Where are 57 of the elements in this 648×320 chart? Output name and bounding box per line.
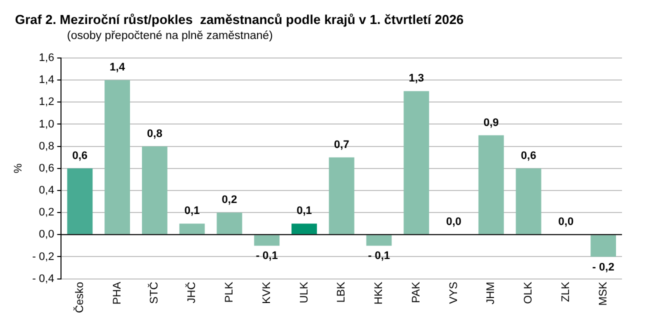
data-label: 0,0 (558, 216, 574, 228)
y-tick-label: 1,4 (38, 74, 54, 86)
x-tick-label: LBK (336, 281, 348, 303)
x-tick-label: HKK (373, 281, 386, 304)
y-tick-label: 1,6 (38, 52, 54, 64)
x-tick-label: VYS (448, 282, 460, 304)
x-tick-label: OLK (522, 281, 535, 304)
y-tick-label: 1,2 (38, 96, 54, 108)
bar (216, 212, 242, 234)
x-tick-label: Česko (72, 282, 86, 314)
y-tick-label: 1,0 (38, 118, 54, 130)
x-tick-label: STČ (148, 282, 161, 304)
y-tick-label: 0,6 (38, 162, 54, 174)
data-label: 0,2 (222, 194, 238, 206)
data-label: 0,1 (184, 205, 200, 218)
bar (142, 146, 168, 234)
x-tick-label: PLK (223, 281, 236, 303)
bar (516, 168, 542, 234)
x-tick-label: PAK (410, 281, 422, 304)
data-label: 1,3 (408, 72, 424, 85)
data-label: 0,6 (520, 150, 536, 162)
bar (67, 168, 93, 234)
data-label: 0,6 (72, 150, 88, 162)
chart-title: Graf 2. Meziroční růst/pokles zaměstnanců podle krajů v 1. čtvrtletí 2026 (15, 12, 464, 27)
data-label: 0,0 (446, 216, 462, 228)
bar (292, 224, 317, 234)
data-label: - 0,1 (368, 250, 390, 262)
x-tick-label: ZLK (560, 281, 572, 302)
x-tick-label: KVK (260, 281, 273, 304)
data-label: 1,4 (110, 62, 126, 74)
data-label: - 0,2 (592, 261, 614, 274)
data-label: - 0,1 (256, 250, 278, 262)
y-tick-label: 0,0 (38, 228, 54, 241)
y-tick-label: 0,2 (38, 206, 54, 219)
bar (104, 80, 130, 234)
x-tick-label: ULK (298, 281, 310, 304)
bar (404, 91, 430, 234)
x-tick-label: JHM (485, 282, 498, 304)
x-tick-label: PHA (111, 281, 124, 304)
bar (179, 224, 205, 234)
y-tick-label: 0,4 (38, 184, 54, 197)
bar (254, 235, 280, 246)
y-axis-title: % (12, 163, 25, 174)
data-label: 0,9 (484, 116, 499, 129)
data-label: 0,1 (296, 205, 312, 218)
bar (590, 235, 616, 257)
y-tick-label: - 0,2 (32, 250, 54, 263)
bar (366, 235, 392, 246)
y-tick-label: 0,8 (38, 140, 54, 152)
chart-subtitle: (osoby přepočtené na plně zaměstnané) (67, 30, 273, 42)
bar (478, 135, 504, 234)
data-label: 0,7 (334, 138, 350, 151)
data-label: 0,8 (147, 128, 162, 140)
y-tick-label: - 0,4 (32, 272, 54, 285)
bar (328, 157, 354, 234)
x-tick-label: MSK (597, 281, 610, 306)
x-tick-label: JHČ (185, 282, 198, 304)
